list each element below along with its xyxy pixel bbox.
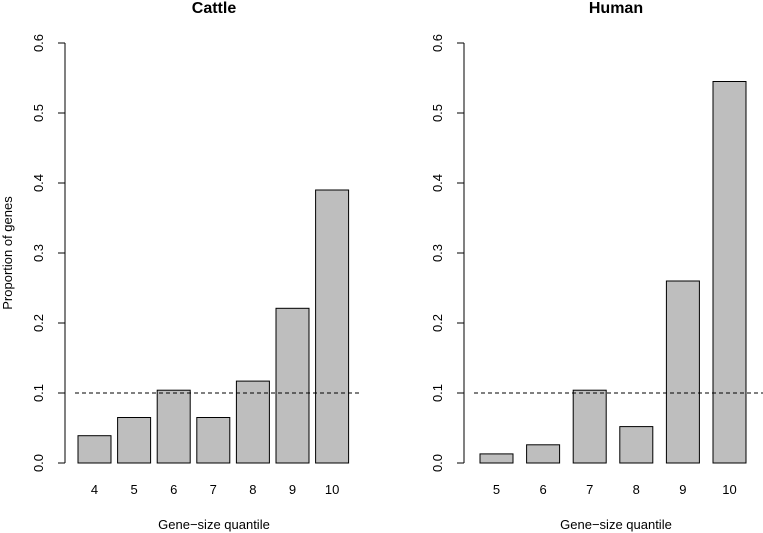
x-tick-label: 8 [249,482,256,497]
x-tick-label: 9 [679,482,686,497]
bar-8 [619,426,654,464]
x-tick-label: 7 [210,482,217,497]
chart-title: Cattle [192,0,237,17]
x-tick-label: 10 [722,482,736,497]
y-tick-label: 0.0 [430,454,445,472]
y-axis-label: Proportion of genes [0,196,15,310]
y-tick-label: 0.6 [430,34,445,52]
x-tick-label: 7 [586,482,593,497]
bar-8 [235,380,270,464]
x-axis-label: Gene−size quantile [560,517,672,532]
y-tick-label: 0.2 [31,314,46,332]
bar-9 [665,280,700,464]
panel-cattle: Cattle 0.0 0.1 0.2 0.3 0.4 0.5 0.6 4 5 6 7 8 9 10 Gene−… [0,0,360,532]
y-tick-label: 0.1 [430,384,445,402]
y-tick-label: 0.1 [31,384,46,402]
x-tick-label: 5 [493,482,500,497]
y-tick-label: 0.6 [31,34,46,52]
bar-6 [156,389,191,464]
y-tick-label: 0.0 [31,454,46,472]
y-tick-label: 0.5 [430,104,445,122]
y-tick-label: 0.5 [31,104,46,122]
bar-7 [572,389,607,464]
bar-6 [526,444,561,464]
bar-10 [712,81,747,464]
bar-10 [315,189,350,464]
x-tick-label: 6 [170,482,177,497]
bar-5 [117,417,152,464]
x-tick-label: 8 [633,482,640,497]
x-tick-label: 5 [130,482,137,497]
bar-4 [77,435,112,464]
x-tick-label: 9 [289,482,296,497]
x-tick-label: 6 [539,482,546,497]
chart-title: Human [589,0,643,17]
y-tick-label: 0.3 [430,244,445,262]
panel-human: Human 0.0 0.1 0.2 0.3 0.4 0.5 0.6 5 6 7 8 9 10 Gene−si… [430,0,763,532]
y-tick-label: 0.2 [430,314,445,332]
bar-7 [196,417,231,464]
bar-9 [275,307,310,464]
bar-5 [479,453,514,464]
y-tick-label: 0.4 [430,174,445,192]
y-tick-label: 0.3 [31,244,46,262]
y-tick-label: 0.4 [31,174,46,192]
x-tick-label: 10 [325,482,339,497]
x-tick-label: 4 [91,482,98,497]
x-axis-label: Gene−size quantile [158,517,270,532]
